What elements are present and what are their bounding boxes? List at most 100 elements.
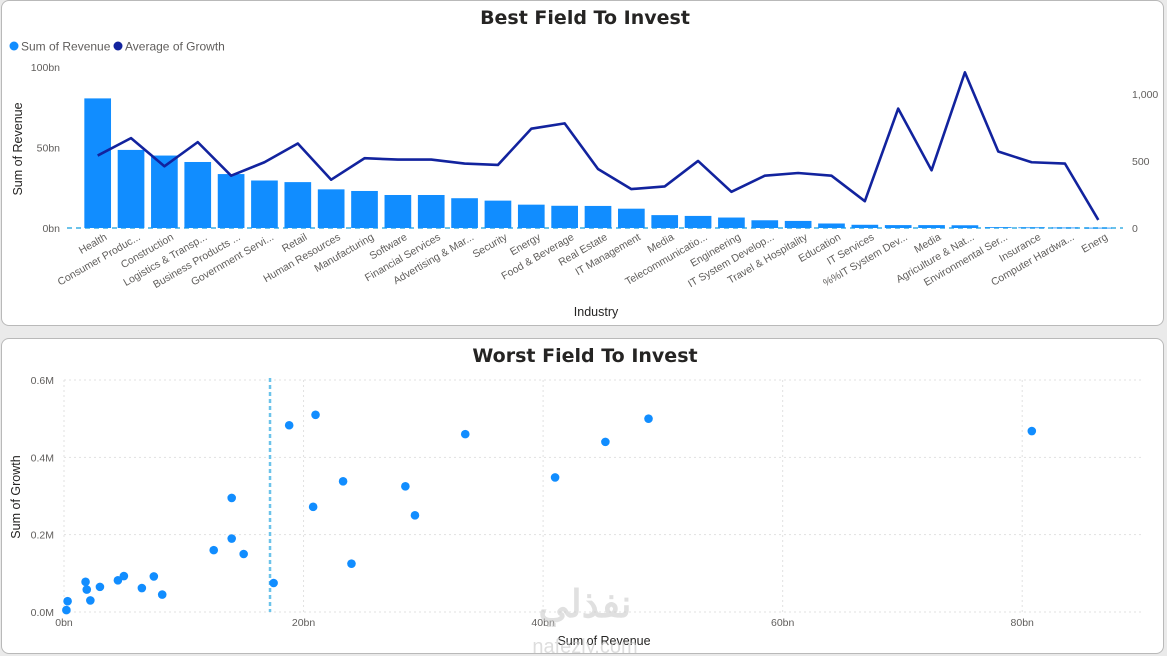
- y-tick-label: 0.4M: [31, 452, 54, 464]
- revenue-bar: [684, 215, 712, 228]
- revenue-bar: [718, 217, 745, 228]
- x-tick-label: 60bn: [771, 617, 795, 629]
- scatter-point: [410, 511, 420, 520]
- best-field-chart: Best Field To Invest Sum of Revenue Aver…: [9, 7, 1158, 319]
- revenue-bar: [851, 224, 879, 228]
- revenue-bar: [784, 220, 812, 228]
- revenue-bar: [884, 225, 912, 228]
- revenue-bar: [351, 190, 378, 228]
- scatter-point: [62, 605, 71, 615]
- revenue-bar: [584, 205, 612, 228]
- scatter-point: [308, 502, 318, 512]
- legend-revenue-label[interactable]: Sum of Revenue: [21, 40, 111, 54]
- revenue-bar: [1051, 227, 1079, 229]
- revenue-bar: [618, 208, 645, 228]
- revenue-bar: [484, 200, 512, 228]
- x-tick-label: Security: [471, 231, 510, 261]
- worst-x-axis: 0bn 20bn 40bn 60bn 80bn: [55, 617, 1034, 629]
- best-y-axis: 0bn 50bn 100bn: [31, 62, 60, 235]
- growth-line: [97, 71, 1100, 221]
- y-tick-label: 0.0M: [31, 607, 54, 619]
- scatter-point: [119, 571, 129, 581]
- scatter-point: [137, 583, 147, 593]
- scatter-points: [62, 410, 1037, 615]
- legend-growth-marker: [113, 41, 123, 51]
- worst-field-panel: Worst Field To Invest Sum of Growth 0.0M…: [1, 338, 1164, 654]
- worst-x-axis-title: Sum of Revenue: [557, 634, 650, 648]
- x-tick-label: 40bn: [531, 617, 555, 629]
- revenue-bar: [151, 155, 178, 228]
- scatter-point: [227, 493, 236, 503]
- revenue-bar: [317, 189, 345, 228]
- legend: Sum of Revenue Average of Growth: [9, 40, 225, 54]
- scatter-point: [460, 429, 470, 439]
- revenue-bar: [517, 204, 545, 228]
- revenue-bar: [1084, 227, 1112, 229]
- scatter-point: [239, 549, 248, 559]
- scatter-point: [95, 582, 105, 592]
- revenue-bar: [751, 220, 779, 228]
- watermark-logo: نفذلي: [539, 584, 632, 627]
- scatter-point: [284, 420, 294, 430]
- revenue-bar: [417, 194, 445, 228]
- y-tick-label: 100bn: [31, 62, 60, 74]
- revenue-bar: [818, 223, 845, 228]
- y-tick-label: 0.6M: [31, 375, 54, 387]
- scatter-point: [63, 596, 72, 606]
- scatter-point: [347, 559, 356, 568]
- scatter-point: [82, 585, 92, 594]
- best-x-axis-title: Industry: [574, 305, 619, 319]
- scatter-point: [269, 578, 278, 588]
- scatter-point: [338, 477, 348, 486]
- y2-tick-label: 1,000: [1132, 89, 1158, 101]
- scatter-point: [86, 596, 95, 605]
- worst-field-title: Worst Field To Invest: [472, 345, 697, 367]
- scatter-point: [209, 545, 219, 555]
- growth-line-path: [97, 71, 1100, 221]
- revenue-bar: [918, 225, 945, 228]
- legend-revenue-marker: [9, 41, 19, 51]
- scatter-point: [1027, 426, 1037, 436]
- best-y-axis-title: Sum of Revenue: [11, 102, 25, 195]
- revenue-bar: [951, 225, 979, 228]
- legend-growth-label[interactable]: Average of Growth: [125, 40, 225, 54]
- y-tick-label: 50bn: [37, 143, 61, 155]
- worst-gridlines: [63, 379, 1142, 613]
- revenue-bar: [1018, 227, 1045, 229]
- revenue-bar: [284, 182, 312, 228]
- x-tick-label: 0bn: [55, 617, 73, 629]
- scatter-point: [81, 577, 90, 587]
- best-secondary-y-axis: 0 500 1,000: [1132, 89, 1158, 235]
- scatter-point: [149, 572, 159, 581]
- scatter-point: [311, 410, 320, 420]
- y-tick-label: 0.2M: [31, 530, 54, 542]
- worst-field-chart: Worst Field To Invest Sum of Growth 0.0M…: [9, 345, 1142, 654]
- revenue-bar: [184, 161, 212, 228]
- worst-y-axis-title: Sum of Growth: [9, 455, 23, 538]
- scatter-point: [550, 473, 560, 482]
- scatter-point: [227, 534, 236, 543]
- revenue-bar: [217, 174, 245, 228]
- x-tick-label: Energ: [1080, 231, 1110, 255]
- worst-y-axis: 0.0M 0.2M 0.4M 0.6M: [31, 375, 54, 619]
- best-field-title: Best Field To Invest: [480, 7, 690, 29]
- y2-tick-label: 0: [1132, 223, 1138, 235]
- revenue-bar: [551, 205, 578, 228]
- revenue-bar: [84, 98, 112, 229]
- revenue-bar: [251, 180, 278, 228]
- x-tick-label: 20bn: [292, 617, 316, 629]
- revenue-bar: [651, 215, 679, 228]
- revenue-bar: [384, 194, 412, 228]
- watermark-url: nafezly.com: [532, 636, 637, 654]
- scatter-point: [644, 414, 653, 423]
- revenue-bar: [451, 198, 478, 228]
- revenue-bar: [984, 227, 1012, 228]
- y2-tick-label: 500: [1132, 156, 1150, 168]
- revenue-bar: [117, 149, 145, 228]
- x-tick-label: 80bn: [1011, 617, 1035, 629]
- scatter-point: [157, 590, 167, 599]
- y-tick-label: 0bn: [42, 223, 60, 235]
- scatter-point: [113, 575, 123, 585]
- scatter-point: [601, 437, 610, 447]
